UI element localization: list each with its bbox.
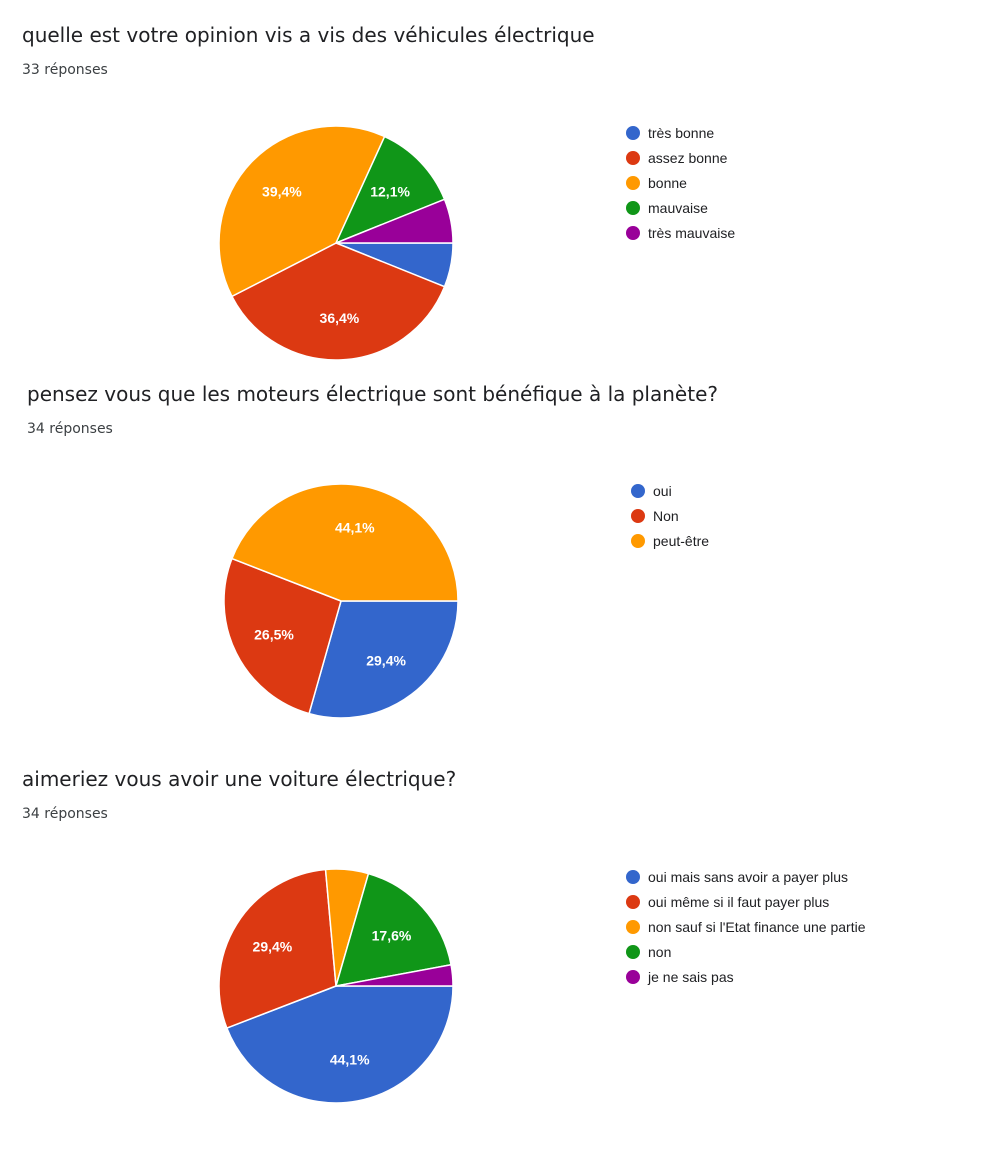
chart-title: quelle est votre opinion vis a vis des v… <box>22 23 595 47</box>
legend-label: non <box>648 943 672 960</box>
slice-data-label: 39,4% <box>262 183 302 199</box>
pie-slice <box>334 872 452 987</box>
legend-swatch <box>631 509 645 524</box>
legend-label: bonne <box>648 174 687 191</box>
slice-data-label: 36,4% <box>320 310 360 326</box>
legend-swatch <box>626 944 640 959</box>
legend-label: peut-être <box>653 532 710 549</box>
legend-item: Non <box>631 504 709 529</box>
legend-label: oui même si il faut payer plus <box>648 894 830 911</box>
legend-swatch <box>626 895 640 910</box>
slice-data-label: 29,4% <box>366 653 406 669</box>
pie-slice <box>218 868 337 1030</box>
legend-swatch <box>626 200 640 215</box>
legend-label: assez bonne <box>648 150 728 167</box>
legend-swatch <box>631 533 645 548</box>
chart-title: pensez vous que les moteurs électrique s… <box>27 382 718 406</box>
pie-slice <box>218 125 386 298</box>
legend-label: oui <box>653 483 672 500</box>
slice-data-label: 17,6% <box>372 928 412 944</box>
pie-slice <box>223 557 342 715</box>
legend-item: oui <box>631 479 709 504</box>
response-count: 34 réponses <box>27 421 113 437</box>
legend-swatch <box>626 969 640 984</box>
pie-chart-1: 36,4% 39,4% 12,1% <box>218 125 454 361</box>
legend-item: oui mais sans avoir a payer plus <box>626 865 865 890</box>
legend-swatch <box>626 225 640 240</box>
legend-swatch <box>626 175 640 190</box>
legend-item: assez bonne <box>626 146 735 171</box>
chart-title: aimeriez vous avoir une voiture électriq… <box>22 767 457 791</box>
pie-slice <box>334 135 446 245</box>
legend-label: oui mais sans avoir a payer plus <box>648 869 848 886</box>
slice-data-label: 44,1% <box>335 519 375 535</box>
legend-item: je ne sais pas <box>626 964 865 989</box>
legend-item: peut-être <box>631 529 709 554</box>
pie-slice <box>225 985 454 1104</box>
pie-slice <box>335 963 454 987</box>
legend-label: je ne sais pas <box>648 968 734 985</box>
response-count: 33 réponses <box>22 62 108 78</box>
legend-label: non sauf si l'Etat finance une partie <box>648 918 866 935</box>
legend-item: très bonne <box>626 121 735 146</box>
legend-swatch <box>626 126 640 141</box>
legend-item: non sauf si l'Etat finance une partie <box>626 915 865 940</box>
legend-item: bonne <box>626 171 735 196</box>
pie-slice <box>308 600 459 719</box>
legend-item: très mauvaise <box>626 220 735 245</box>
slice-data-label: 29,4% <box>253 938 293 954</box>
pie-slice <box>230 483 459 602</box>
legend-swatch <box>626 870 640 885</box>
legend-swatch <box>626 919 640 934</box>
legend-swatch <box>631 484 645 499</box>
slice-data-label: 44,1% <box>330 1052 370 1068</box>
slice-data-label: 12,1% <box>370 183 410 199</box>
chart-legend: oui mais sans avoir a payer plus oui même… <box>626 865 865 989</box>
legend-swatch <box>626 151 640 166</box>
slice-data-label: 26,5% <box>254 626 294 642</box>
legend-item: mauvaise <box>626 195 735 220</box>
legend-label: très bonne <box>648 125 715 142</box>
pie-slice <box>335 198 454 244</box>
chart-legend: très bonne assez bonne bonne mauvaise très m… <box>626 121 735 245</box>
legend-label: mauvaise <box>648 199 708 216</box>
legend-item: oui même si il faut payer plus <box>626 890 865 915</box>
legend-label: très mauvaise <box>648 224 736 241</box>
chart-legend: oui Non peut-être <box>631 479 709 553</box>
response-count: 34 réponses <box>22 806 108 822</box>
pie-chart-2: 29,4% 26,5% 44,1% <box>223 483 459 719</box>
pie-slice <box>230 242 446 361</box>
legend-label: Non <box>653 508 679 525</box>
legend-item: non <box>626 939 865 964</box>
